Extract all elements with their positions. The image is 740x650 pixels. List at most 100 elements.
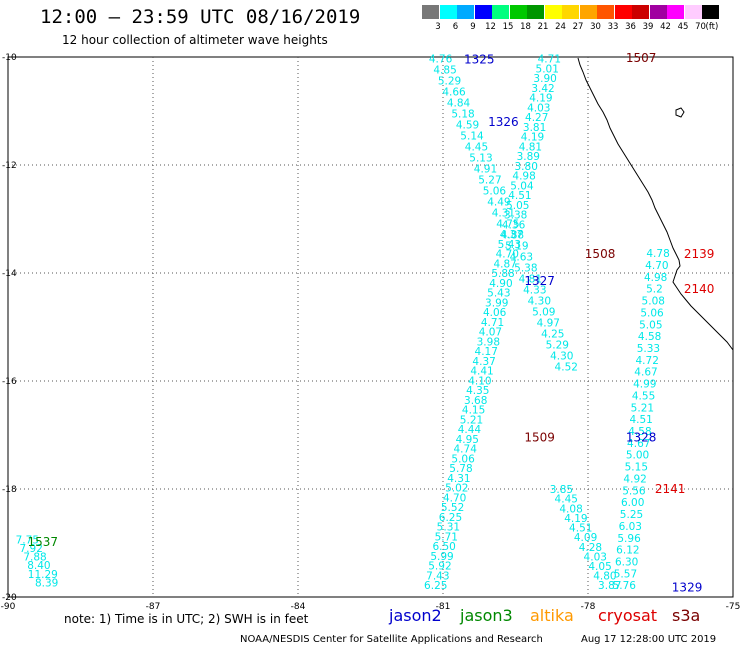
legend-label: 39 [642,22,654,32]
wave-height-value: 7.75 [16,534,39,546]
legend-swatch [544,5,562,19]
wave-height-value: 4.27 [525,112,548,124]
page-title: 12:00 – 23:59 UTC 08/16/2019 [40,6,361,28]
wave-height-value: 5.08 [642,296,665,308]
wave-height-value: 4.88 [501,230,524,242]
wave-height-value: 4.97 [537,318,560,330]
wave-height-value: 4.28 [579,542,602,554]
legend-swatch [422,5,439,19]
wave-height-value: 5.15 [625,462,648,474]
legend-unit: (ft) [705,22,719,32]
wave-height-value: 4.87 [493,258,516,270]
wave-height-value: 4.63 [510,252,533,264]
legend-swatch [632,5,649,19]
wave-height-value: 5.52 [441,502,464,514]
wave-height-value: 8.40 [27,560,50,572]
wave-height-value: 4.75 [496,219,519,231]
lat-tick-label: -10 [2,53,17,63]
wave-height-value: 4.10 [468,375,491,387]
wave-height-value: 4.51 [508,190,531,202]
wave-height-value: 4.70 [496,249,519,261]
wave-height-value: 4.31 [492,208,515,220]
wave-height-value: 4.03 [527,102,550,114]
wave-height-value: 5.78 [449,463,472,475]
legend-label: 33 [607,22,619,32]
wave-height-value: 4.07 [479,327,502,339]
wave-height-value: 5.96 [617,533,641,545]
wave-height-value: 4.19 [521,132,544,144]
wave-height-value: 5.05 [639,319,662,331]
wave-height-value: 4.95 [456,434,479,446]
wave-height-value: 4.84 [447,98,471,110]
satellite-legend-item: s3a [672,606,701,625]
wave-height-value: 4.30 [550,351,573,363]
lon-tick-label: -81 [436,602,451,612]
wave-height-value: 4.67 [634,367,657,379]
wave-height-value: 5.21 [460,414,483,426]
wave-height-value: 5.21 [631,402,654,414]
wave-height-value: 5.43 [487,288,510,300]
wave-height-value: 4.85 [433,65,456,77]
pass-number-label: 1327 [524,274,555,288]
lon-tick-label: -87 [146,602,161,612]
wave-height-value: 4.05 [588,561,611,573]
wave-height-value: 4.99 [633,379,656,391]
satellite-legend-item: jason3 [460,606,513,625]
wave-height-value: 4.49 [487,197,510,209]
pass-number-label: 1325 [464,53,495,67]
wave-height-value: 5.06 [640,307,664,319]
wave-height-value: 7.92 [20,543,43,555]
lon-tick-label: -78 [581,602,596,612]
wave-height-value: 5.88 [491,268,514,280]
wave-height-value: 4.72 [636,355,659,367]
legend-swatch [509,5,527,19]
axis-tick-labels: -90 -87 -84 -81 -78 -75 -10 -12 -14 -16 -18 -20 [1,53,740,612]
legend-label: 3 [435,22,441,32]
wave-height-value: 6.30 [615,556,638,568]
pass-number-label: 1509 [524,431,555,445]
wave-height-value: 4.81 [519,274,542,286]
wave-height-value: 4.71 [538,54,561,66]
wave-height-value: 4.03 [584,551,607,563]
footer-note: note: 1) Time is in UTC; 2) SWH is in fe… [64,612,309,626]
wave-height-value: 4.59 [456,120,479,132]
pass-number-label: 2139 [684,247,715,261]
wave-height-value: 5.38 [514,263,537,275]
wave-height-value: 3.81 [523,122,546,134]
wave-height-value: 4.36 [502,219,526,231]
legend-swatch [562,5,579,19]
legend-swatch [667,5,684,19]
legend-label: 36 [625,22,636,32]
legend-label: 70 [695,22,706,32]
wave-height-value: 4.33 [523,285,546,297]
wave-height-value: 4.74 [454,444,478,456]
lat-tick-label: -12 [2,161,17,171]
wave-height-value: 8.39 [35,578,58,590]
wave-height-value: 4.70 [443,492,466,504]
map-grid [7,56,734,598]
wave-height-value: 4.51 [629,414,652,426]
pass-number-label: 1329 [672,580,703,594]
wave-height-value: 4.37 [500,229,523,241]
pass-number-label: 1537 [28,535,59,549]
footer-timestamp: Aug 17 12:28:00 UTC 2019 [581,634,717,645]
pass-number-label: 2140 [684,282,715,296]
wave-height-value: 4.08 [559,503,582,515]
wave-height-value: 5.02 [445,483,468,495]
wave-height-value: 3.99 [485,297,508,309]
wave-height-value: 4.67 [627,438,650,450]
wave-height-value: 4.19 [529,93,552,105]
legend-swatch [474,5,492,19]
wave-height-value: 4.51 [569,523,592,535]
legend-label: 27 [572,22,584,32]
legend-swatch [614,5,632,19]
legend-swatch [457,5,474,19]
wave-height-value: 4.09 [574,532,597,544]
island [675,107,685,118]
pass-number-label: 1328 [626,431,657,445]
wave-height-value: 4.35 [466,385,489,397]
wave-height-value: 5.01 [536,63,559,75]
wave-height-value: 4.37 [472,356,495,368]
wave-height-value: 5.29 [546,340,569,352]
